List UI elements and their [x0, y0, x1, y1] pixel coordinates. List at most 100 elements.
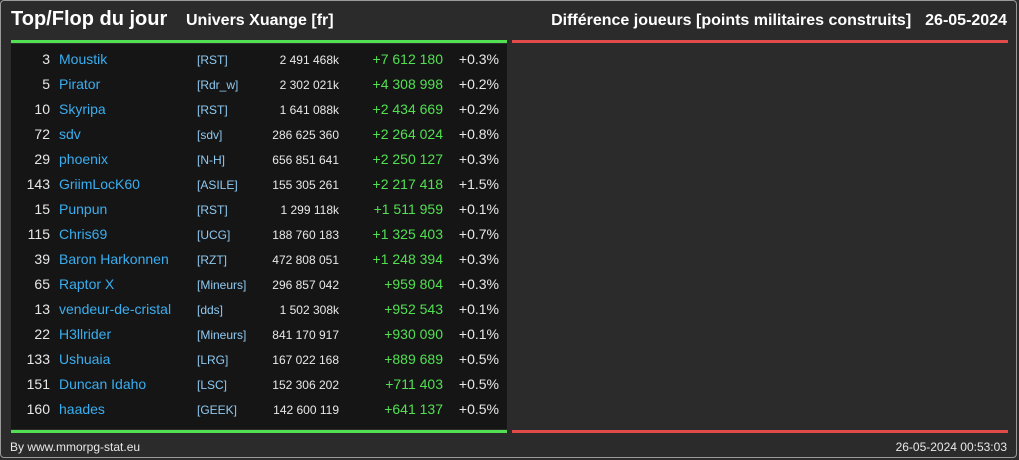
header: Top/Flop du jour Univers Xuange [fr] Dif… — [0, 0, 1019, 40]
page-title: Top/Flop du jour — [11, 8, 168, 30]
percent-change: +0.1% — [458, 326, 499, 342]
list-item: 115 Chris69 [UCG] 188 760 183 +1 325 403 +0.7… — [11, 222, 507, 247]
percent-change: +1.5% — [458, 176, 499, 192]
player-points: 472 808 051 — [272, 253, 339, 267]
player-name-link[interactable]: Raptor X — [59, 276, 115, 292]
top-gainers-list: 3 Moustik [RST] 2 491 468k +7 612 180 +0.3% 5 P… — [11, 44, 507, 429]
ranking-header: Différence joueurs [points militaires co… — [551, 12, 1007, 30]
percent-change: +0.3% — [458, 151, 499, 167]
list-item: 5 Pirator [Rdr_w] 2 302 021k +4 308 998 +0.2% — [11, 72, 507, 97]
percent-change: +0.2% — [458, 76, 499, 92]
ranking-label: Différence joueurs [points militaires co… — [551, 12, 912, 29]
player-rank: 13 — [34, 301, 50, 317]
top-green-divider — [11, 40, 507, 43]
universe-subtitle: Univers Xuange [fr] — [186, 12, 334, 29]
list-item: 3 Moustik [RST] 2 491 468k +7 612 180 +0.3% — [11, 47, 507, 72]
alliance-tag-link[interactable]: [dds] — [197, 303, 224, 317]
list-item: 29 phoenix [N-H] 656 851 641 +2 250 127 +0.3% — [11, 147, 507, 172]
player-name-link[interactable]: Pirator — [59, 76, 101, 92]
alliance-tag-link[interactable]: [GEEK] — [197, 403, 238, 417]
player-points: 1 502 308k — [279, 303, 339, 317]
player-rank: 29 — [34, 151, 50, 167]
player-points: 1 641 088k — [279, 103, 339, 117]
alliance-tag-link[interactable]: [Mineurs] — [197, 328, 247, 342]
player-name-link[interactable]: Baron Harkonnen — [59, 251, 169, 267]
points-difference: +930 090 — [384, 326, 443, 342]
player-name-link[interactable]: sdv — [59, 126, 81, 142]
player-name-link[interactable]: Skyripa — [59, 101, 106, 117]
points-difference: +711 403 — [385, 376, 443, 392]
player-name-link[interactable]: vendeur-de-cristal — [59, 301, 172, 317]
player-name-link[interactable]: Duncan Idaho — [59, 376, 147, 392]
player-points: 142 600 119 — [273, 403, 339, 417]
bottom-red-divider — [512, 430, 1008, 433]
player-points: 152 306 202 — [272, 378, 339, 392]
points-difference: +1 325 403 — [372, 226, 443, 242]
points-difference: +2 250 127 — [372, 151, 443, 167]
footer-credit[interactable]: By www.mmorpg-stat.eu — [10, 440, 141, 454]
alliance-tag-link[interactable]: [RST] — [197, 203, 228, 217]
list-item: 39 Baron Harkonnen [RZT] 472 808 051 +1 248 … — [11, 247, 507, 272]
player-rank: 115 — [27, 226, 50, 242]
player-rank: 5 — [42, 76, 50, 92]
player-rank: 39 — [34, 251, 50, 267]
alliance-tag-link[interactable]: [sdv] — [197, 128, 223, 142]
list-item: 65 Raptor X [Mineurs] 296 857 042 +959 804 +0… — [11, 272, 507, 297]
alliance-tag-link[interactable]: [Mineurs] — [197, 278, 247, 292]
player-points: 188 760 183 — [272, 228, 339, 242]
player-points: 656 851 641 — [272, 153, 339, 167]
points-difference: +959 804 — [384, 276, 443, 292]
percent-change: +0.3% — [458, 51, 499, 67]
percent-change: +0.2% — [458, 101, 499, 117]
player-name-link[interactable]: GriimLocK60 — [59, 176, 140, 192]
points-difference: +889 689 — [384, 351, 443, 367]
player-points: 167 022 168 — [272, 353, 339, 367]
alliance-tag-link[interactable]: [UCG] — [197, 228, 231, 242]
percent-change: +0.1% — [458, 301, 499, 317]
player-name-link[interactable]: haades — [59, 401, 105, 417]
alliance-tag-link[interactable]: [ASILE] — [197, 178, 238, 192]
percent-change: +0.7% — [458, 226, 499, 242]
points-difference: +2 264 024 — [372, 126, 443, 142]
alliance-tag-link[interactable]: [LSC] — [197, 378, 228, 392]
player-rank: 65 — [34, 276, 50, 292]
percent-change: +0.1% — [458, 201, 499, 217]
top-red-divider — [512, 40, 1008, 43]
alliance-tag-link[interactable]: [RZT] — [197, 253, 227, 267]
player-points: 2 302 021k — [279, 78, 339, 92]
player-points: 296 857 042 — [272, 278, 339, 292]
percent-change: +0.5% — [458, 351, 499, 367]
points-difference: +2 434 669 — [372, 101, 443, 117]
player-points: 2 491 468k — [279, 53, 339, 67]
percent-change: +0.8% — [458, 126, 499, 142]
player-points: 1 299 118k — [280, 203, 340, 217]
alliance-tag-link[interactable]: [Rdr_w] — [197, 78, 239, 92]
player-name-link[interactable]: Punpun — [59, 201, 108, 217]
points-difference: +952 543 — [384, 301, 443, 317]
points-difference: +1 511 959 — [373, 201, 443, 217]
alliance-tag-link[interactable]: [LRG] — [197, 353, 229, 367]
percent-change: +0.3% — [458, 251, 499, 267]
player-rank: 3 — [42, 51, 50, 67]
player-rank: 72 — [34, 126, 50, 142]
points-difference: +2 217 418 — [372, 176, 443, 192]
player-name-link[interactable]: phoenix — [59, 151, 109, 167]
list-item: 13 vendeur-de-cristal [dds] 1 502 308k +952 … — [11, 297, 507, 322]
alliance-tag-link[interactable]: [N-H] — [197, 153, 225, 167]
player-name-link[interactable]: Ushuaia — [59, 351, 111, 367]
player-name-link[interactable]: Chris69 — [59, 226, 108, 242]
player-name-link[interactable]: H3llrider — [59, 326, 112, 342]
player-name-link[interactable]: Moustik — [59, 51, 108, 67]
player-rank: 133 — [26, 351, 50, 367]
alliance-tag-link[interactable]: [RST] — [197, 53, 228, 67]
top-losers-list — [512, 44, 1008, 429]
player-rank: 143 — [26, 176, 50, 192]
points-difference: +1 248 394 — [372, 251, 443, 267]
list-item: 151 Duncan Idaho [LSC] 152 306 202 +711 403 +… — [11, 372, 507, 397]
list-item: 22 H3llrider [Mineurs] 841 170 917 +930 090 +… — [11, 322, 507, 347]
player-points: 286 625 360 — [272, 128, 339, 142]
points-difference: +7 612 180 — [372, 51, 443, 67]
player-rank: 10 — [34, 101, 50, 117]
alliance-tag-link[interactable]: [RST] — [197, 103, 228, 117]
